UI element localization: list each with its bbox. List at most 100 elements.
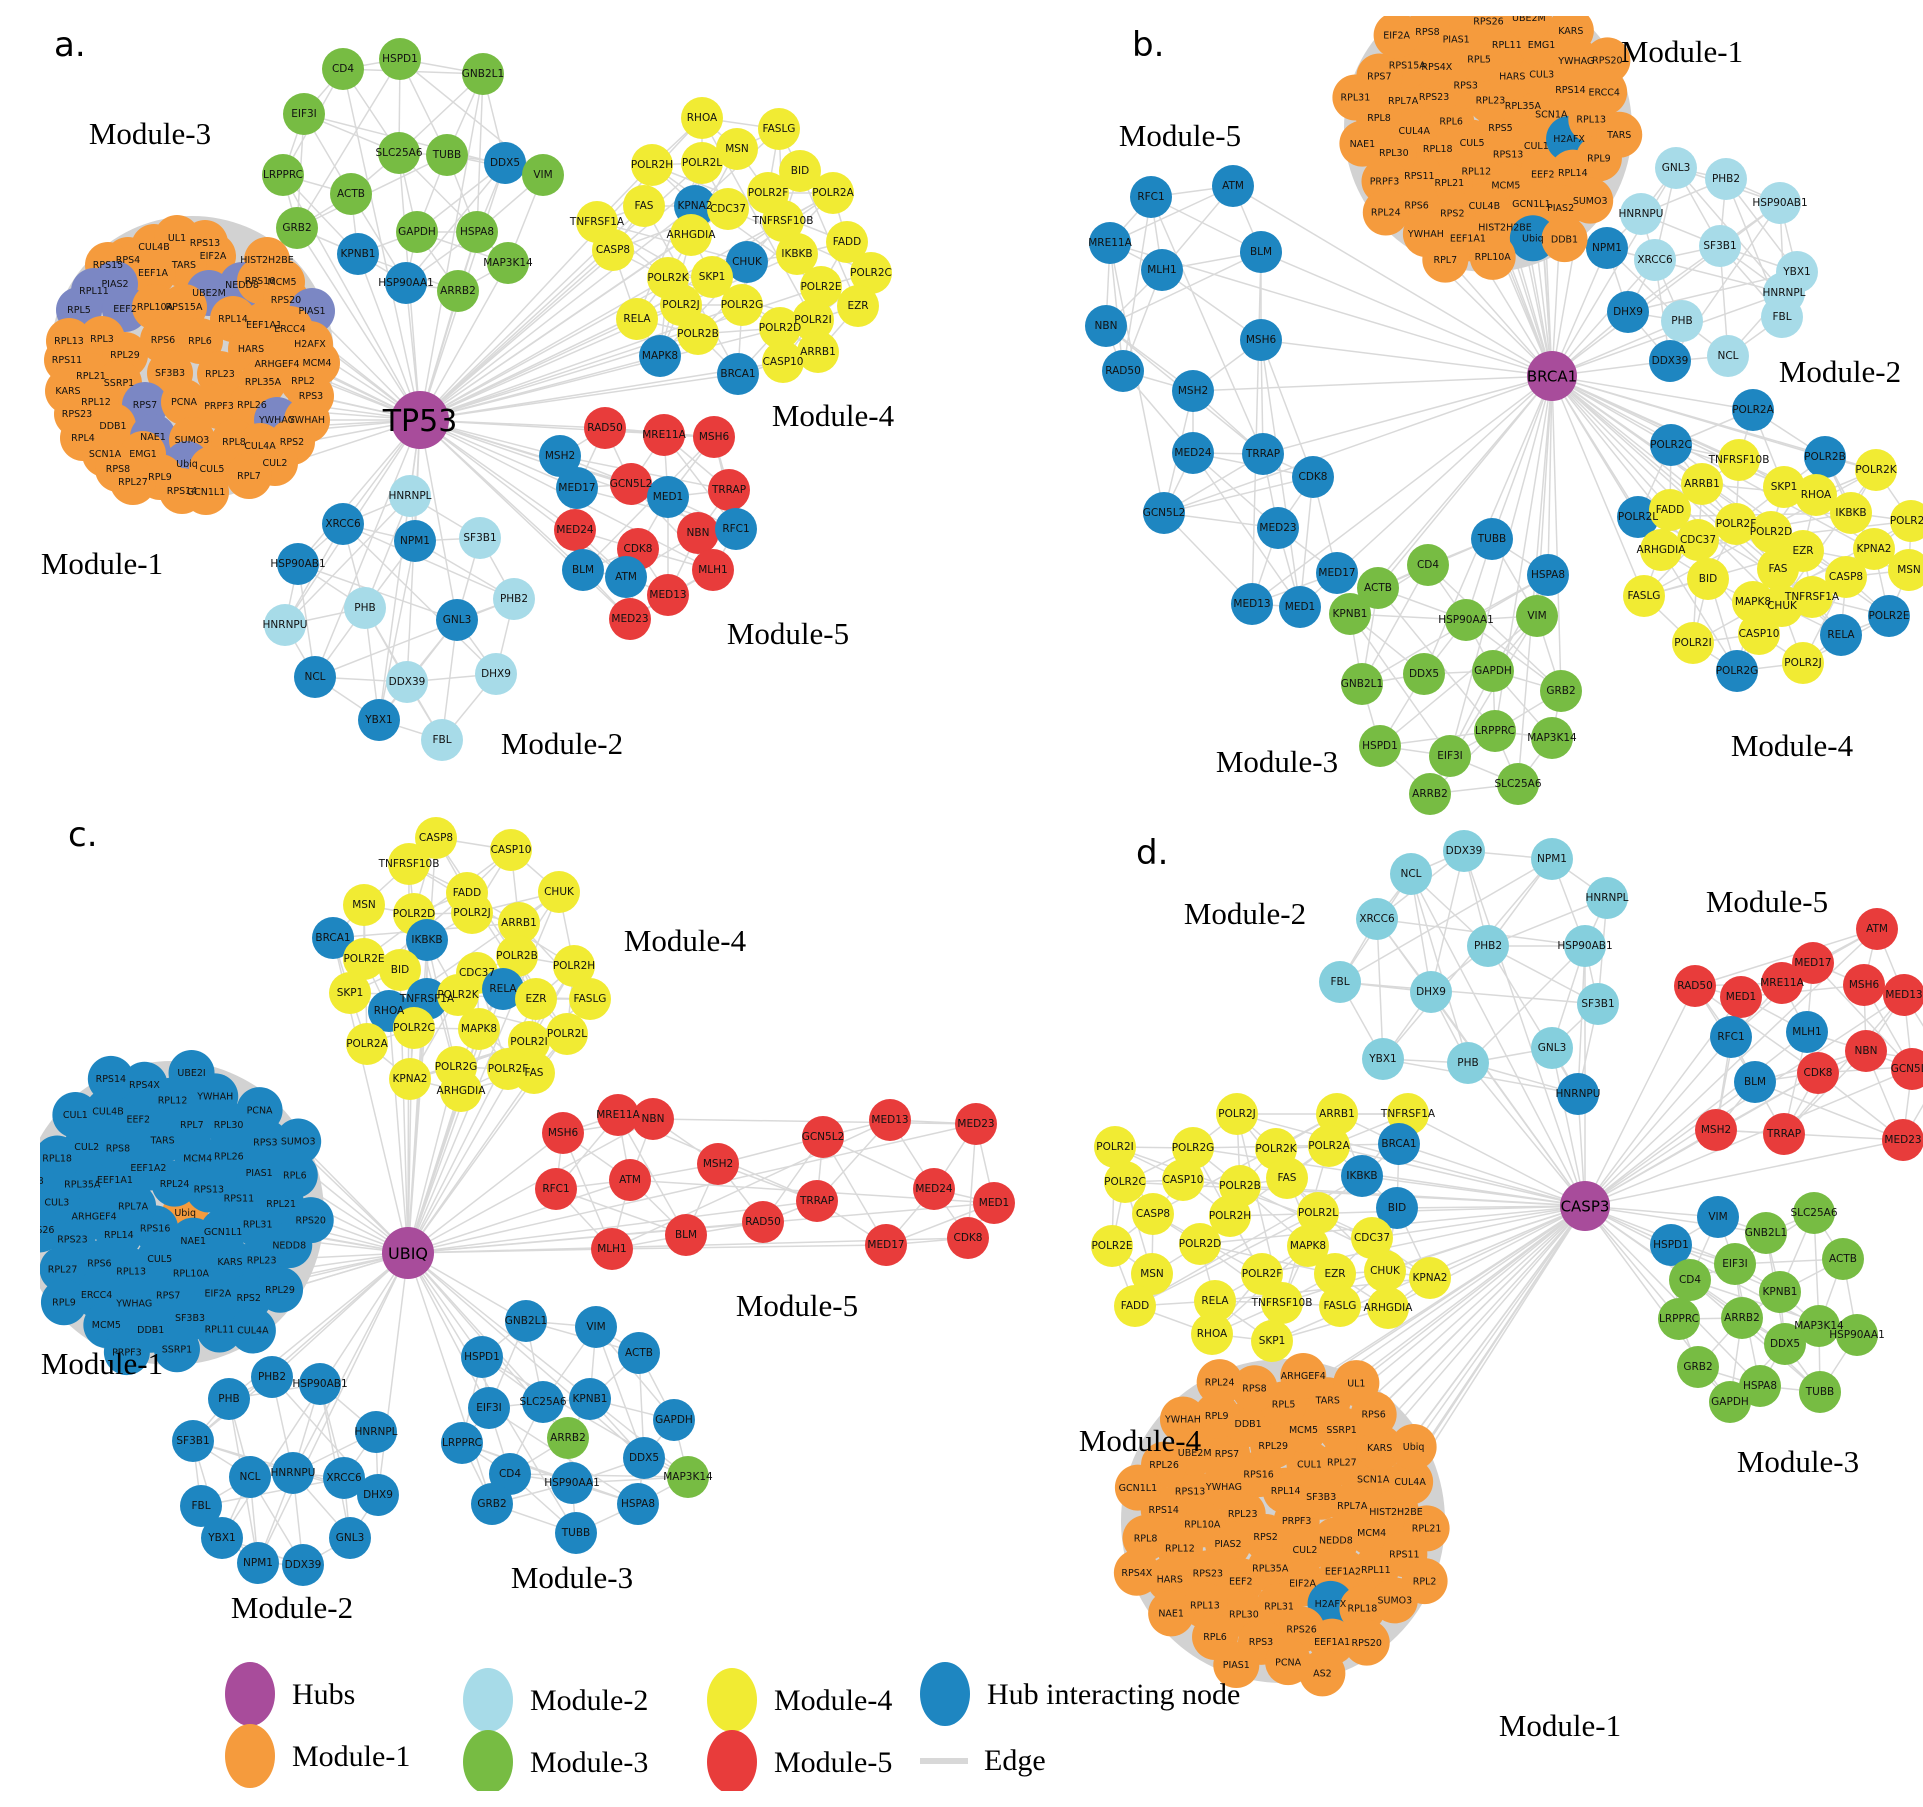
node-GRB2: [1540, 670, 1582, 712]
hub-edge: [407, 1252, 645, 1459]
hub-edge: [1192, 375, 1553, 392]
node-POLR2C: [850, 252, 892, 294]
node-RPL6: [271, 1152, 318, 1199]
node-CASP10: [1738, 613, 1780, 655]
hub-edge: [297, 1140, 409, 1254]
node-KPNA2: [389, 1058, 431, 1100]
node-POLR2H: [553, 945, 595, 987]
edge: [476, 73, 484, 233]
node-POLR2L: [1617, 496, 1659, 538]
module-label: Module-4: [624, 923, 747, 958]
node-RHOA: [1795, 474, 1837, 516]
node-SLC25A6: [378, 132, 420, 174]
edge: [1109, 185, 1234, 244]
node-RFC1: [1130, 176, 1172, 218]
node-RPS14: [87, 1055, 134, 1102]
node-POLR2A: [1732, 389, 1774, 431]
node-FASLG: [1623, 575, 1665, 617]
edge: [461, 1442, 639, 1505]
node-GAPDH: [653, 1399, 695, 1441]
hub-edge: [419, 318, 638, 421]
edge: [1783, 994, 1905, 1135]
node-RPL10A: [1469, 233, 1516, 280]
node-RFC1: [715, 508, 757, 550]
legend-swatch-module-4: [707, 1668, 757, 1732]
legend-swatch-module-5: [707, 1730, 757, 1794]
hub-edge: [407, 1252, 544, 1403]
node-YBX1: [358, 699, 400, 741]
node-RPL31: [1332, 74, 1379, 121]
edge: [1163, 512, 1253, 605]
hub-edge: [1551, 375, 1562, 692]
module-label: Module-4: [772, 398, 895, 433]
hub-edge: [407, 1179, 631, 1254]
edge: [1430, 850, 1465, 993]
node-FADD: [1649, 489, 1691, 531]
node-MED24: [1172, 432, 1214, 474]
node-FASLG: [758, 108, 800, 150]
edge: [1150, 196, 1264, 455]
node-CUL4A: [229, 1307, 276, 1354]
node-TRRAP: [1242, 433, 1284, 475]
node-HSP90AA1: [385, 262, 427, 304]
node-POLR2E: [1868, 595, 1910, 637]
hub-node-BRCA1: [1527, 351, 1577, 401]
hub-edge: [419, 253, 798, 421]
node-CDC37: [1351, 1217, 1393, 1259]
node-SLC25A6: [1497, 763, 1539, 805]
hub-edge: [419, 419, 458, 621]
node-RPL6: [177, 318, 223, 364]
hub-edge: [1377, 375, 1553, 589]
node-ARRB2: [1409, 773, 1451, 815]
node-MED24: [913, 1168, 955, 1210]
node-POLR2B: [677, 313, 719, 355]
node-HSPA8: [1527, 554, 1569, 596]
node-HSP90AB1: [299, 1363, 341, 1405]
node-RPL23: [197, 351, 243, 397]
node-XRCC6: [323, 1457, 365, 1499]
node-HNRNPL: [1586, 877, 1628, 919]
node-KPNA2: [1409, 1257, 1451, 1299]
node-DDX39: [1443, 830, 1485, 872]
node-BID: [779, 150, 821, 192]
node-HSP90AB1: [1759, 182, 1801, 224]
node-MED13: [647, 574, 689, 616]
legend-label: Hub interacting node: [987, 1678, 1240, 1711]
nodes-layer: [1085, 0, 1923, 815]
node-RAD50: [742, 1201, 784, 1243]
node-NCL: [229, 1456, 271, 1498]
node-CASP8: [592, 229, 634, 271]
panel-letter: b.: [1132, 25, 1164, 65]
node-ARRB1: [1316, 1093, 1358, 1135]
edge: [1577, 945, 1586, 1095]
hub-label: TP53: [382, 404, 458, 439]
node-RFC1: [535, 1168, 577, 1210]
node-NBN: [677, 512, 719, 554]
node-MSH2: [697, 1143, 739, 1185]
node-ARRB2: [1721, 1297, 1763, 1339]
edge: [1467, 945, 1586, 1064]
legend-label: Module-4: [774, 1684, 892, 1717]
hub-edge: [407, 1252, 490, 1409]
node-POLR2J: [451, 892, 493, 934]
hub-edge: [1584, 1068, 1913, 1207]
node-HSPD1: [461, 1336, 503, 1378]
node-MED17: [865, 1224, 907, 1266]
node-MSH6: [1240, 319, 1282, 361]
hub-node-UBIQ: [382, 1227, 434, 1279]
node-RELA: [616, 298, 658, 340]
node-DDX5: [484, 142, 526, 184]
node-MAPK8: [1287, 1225, 1329, 1267]
legend-label: Hubs: [292, 1678, 355, 1711]
legend-label: Module-3: [530, 1746, 648, 1779]
node-RPL21: [1403, 1505, 1450, 1552]
node-XRCC6: [322, 503, 364, 545]
node-RPS4X: [1113, 1549, 1160, 1596]
node-ARHGEF4: [1280, 1353, 1327, 1400]
node-MAP3K14: [1531, 717, 1573, 759]
legend-swatch-hubs: [225, 1662, 275, 1726]
node-RAD50: [1674, 965, 1716, 1007]
node-NPM1: [1531, 838, 1573, 880]
node-POLR2I: [1094, 1126, 1136, 1168]
hub-label: CASP3: [1561, 1197, 1610, 1215]
